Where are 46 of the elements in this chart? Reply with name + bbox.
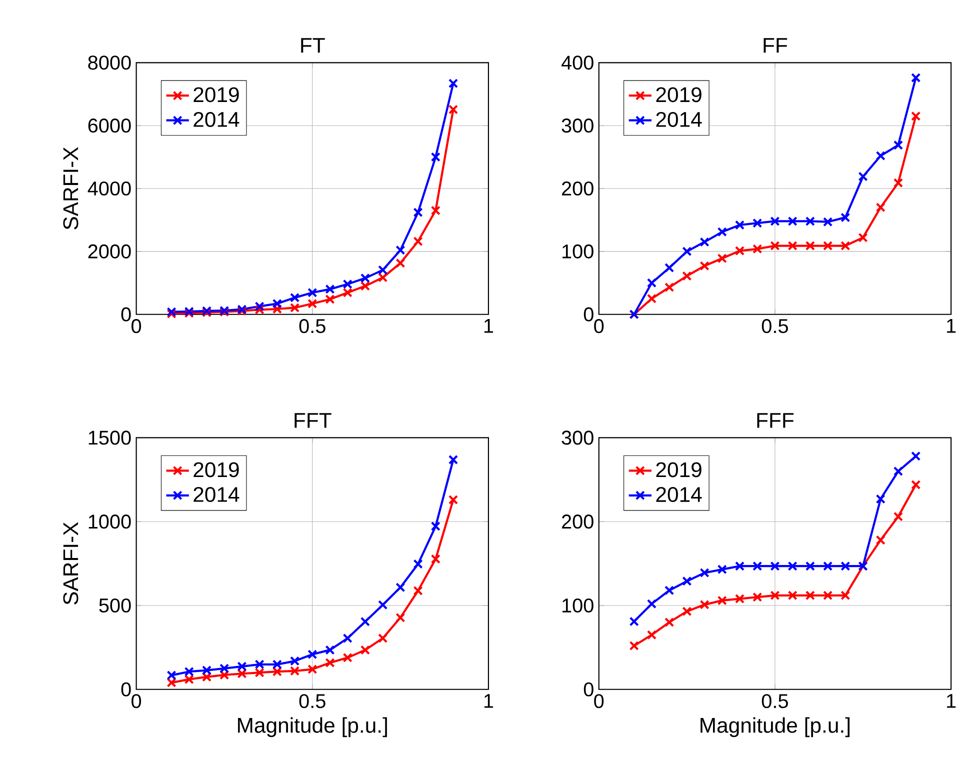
y-axis-title: SARFI-X [63, 147, 78, 230]
y-tick-label: 400 [561, 56, 594, 70]
y-tick-label: 300 [562, 430, 594, 445]
y-tick-label: 6000 [88, 118, 131, 133]
x-tick-label: 1 [947, 694, 956, 708]
chart-title: FFT [294, 413, 332, 428]
chart-title: FF [764, 38, 788, 53]
y-tick-label: 0 [121, 682, 131, 696]
legend-label: 2014 [656, 487, 702, 502]
chart-title: FFF [757, 413, 794, 428]
y-tick-label: 1500 [88, 430, 131, 445]
y-tick-label: 300 [562, 118, 594, 133]
x-tick-label: 0 [132, 319, 142, 334]
x-tick-label: 1 [484, 694, 494, 708]
x-tick-label: 1 [484, 319, 494, 333]
legend-label: 2019 [656, 87, 702, 102]
legend-label: 2019 [656, 462, 702, 478]
legend-label: 2014 [656, 112, 702, 127]
y-tick-label: 100 [562, 244, 594, 258]
y-tick-label: 8000 [88, 56, 131, 70]
x-axis-title: Magnitude [p.u.] [700, 717, 850, 738]
legend-label: 2019 [194, 87, 239, 102]
legend-label: 2019 [194, 462, 239, 478]
x-tick-label: 0 [132, 694, 142, 708]
chart-title: FT [301, 38, 325, 53]
legend-label: 2014 [194, 487, 240, 502]
x-tick-label: 0 [594, 694, 604, 708]
x-tick-label: 0.5 [762, 694, 788, 708]
x-tick-label: 0.5 [299, 319, 326, 334]
y-tick-label: 500 [99, 598, 131, 613]
x-axis-title: Magnitude [p.u.] [238, 717, 387, 738]
legend-label: 2014 [194, 112, 240, 127]
y-tick-label: 100 [562, 598, 594, 613]
x-tick-label: 0 [594, 319, 604, 334]
y-tick-label: 4000 [88, 181, 131, 196]
y-tick-label: 0 [121, 307, 131, 322]
x-tick-label: 0.5 [299, 694, 326, 708]
y-tick-label: 1000 [88, 514, 131, 529]
y-axis-title: SARFI-X [63, 522, 78, 604]
y-tick-label: 0 [584, 307, 594, 322]
y-tick-label: 2000 [88, 244, 131, 258]
x-tick-label: 1 [947, 319, 956, 333]
y-tick-label: 200 [562, 514, 594, 529]
y-tick-label: 200 [562, 181, 594, 196]
y-tick-label: 0 [584, 682, 594, 696]
x-tick-label: 0.5 [762, 319, 788, 334]
